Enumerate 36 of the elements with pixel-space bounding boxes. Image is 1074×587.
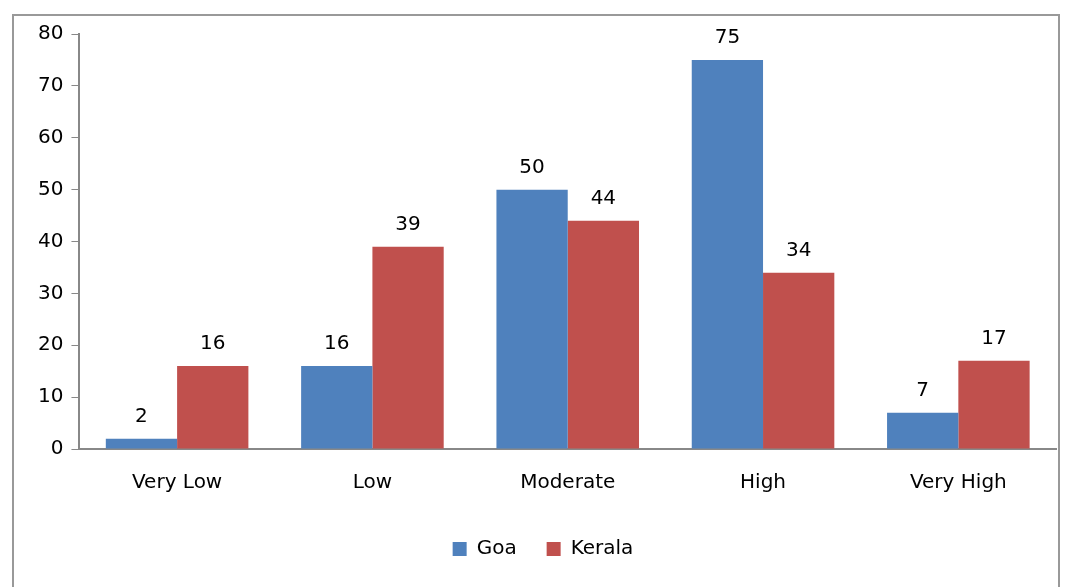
x-tick-label: Very Low bbox=[131, 469, 223, 494]
legend-label: Kerala bbox=[570, 535, 634, 560]
data-label: 17 bbox=[981, 325, 1007, 350]
bar bbox=[887, 412, 959, 449]
bar bbox=[567, 220, 640, 449]
data-label: 2 bbox=[135, 402, 148, 427]
data-label: 44 bbox=[590, 184, 617, 209]
bar bbox=[958, 360, 1030, 449]
bar bbox=[177, 366, 249, 449]
y-tick-label: 60 bbox=[38, 123, 64, 148]
y-tick-label: 50 bbox=[38, 175, 64, 200]
data-label: 16 bbox=[200, 330, 226, 355]
data-label: 39 bbox=[395, 210, 421, 235]
bar bbox=[372, 246, 444, 449]
x-tick-label: High bbox=[740, 469, 787, 494]
x-tick-label: Moderate bbox=[520, 469, 616, 494]
bar bbox=[301, 366, 373, 449]
y-tick-label: 0 bbox=[50, 435, 64, 460]
data-label: 7 bbox=[916, 376, 930, 401]
y-tick-label: 20 bbox=[38, 331, 64, 356]
y-tick-label: 10 bbox=[38, 383, 64, 408]
legend-label: Goa bbox=[476, 535, 517, 560]
y-tick-label: 40 bbox=[38, 227, 64, 252]
data-label: 34 bbox=[785, 236, 812, 261]
bar bbox=[763, 272, 835, 449]
y-tick-label: 30 bbox=[38, 279, 64, 304]
data-label: 50 bbox=[519, 153, 545, 178]
y-tick-label: 70 bbox=[38, 72, 64, 97]
x-tick-label: Very High bbox=[909, 469, 1007, 494]
data-label: 16 bbox=[324, 330, 350, 355]
bar bbox=[105, 438, 178, 449]
x-tick-label: Low bbox=[352, 469, 393, 494]
data-label: 75 bbox=[714, 24, 741, 49]
y-tick-label: 80 bbox=[38, 20, 64, 45]
bar bbox=[691, 59, 764, 449]
bar bbox=[496, 189, 568, 449]
